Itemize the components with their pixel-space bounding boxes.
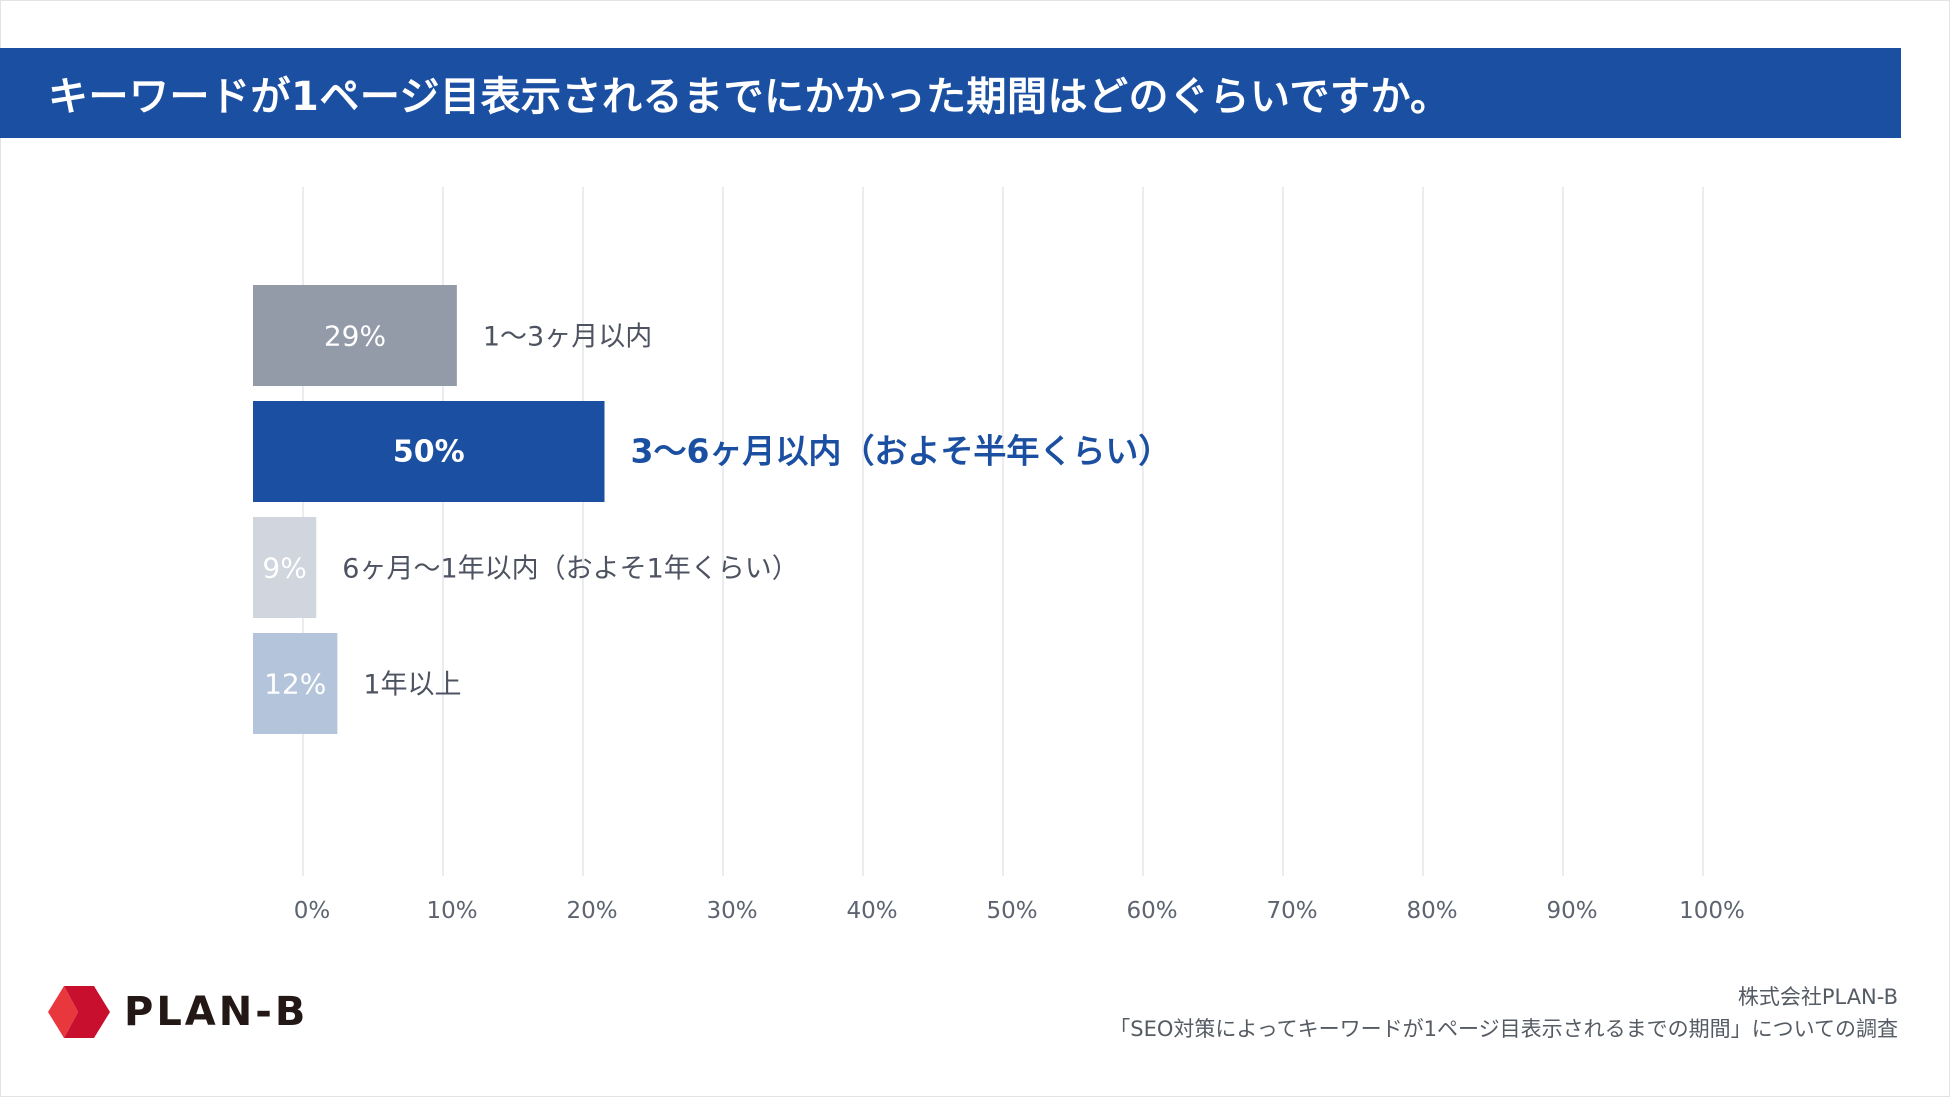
- bar: [253, 517, 317, 618]
- bar-category-label: 1年以上: [363, 670, 461, 701]
- bar: [253, 401, 605, 502]
- page-title: キーワードが1ページ目表示されるまでにかかった期間はどのぐらいですか。: [48, 74, 1451, 120]
- bar-category-label: 1〜3ヶ月以内: [483, 322, 652, 353]
- bar-category-label: 3〜6ヶ月以内（およそ半年くらい）: [631, 432, 1172, 471]
- x-tick-label: 100%: [1679, 898, 1745, 924]
- x-tick-label: 80%: [1406, 898, 1457, 924]
- x-tick-label: 50%: [986, 898, 1037, 924]
- x-tick-label: 90%: [1546, 898, 1597, 924]
- source-company: 株式会社PLAN-B: [1737, 985, 1898, 1009]
- x-tick-label: 60%: [1126, 898, 1177, 924]
- logo: PLAN-B: [48, 986, 308, 1038]
- title-banner: キーワードが1ページ目表示されるまでにかかった期間はどのぐらいですか。: [0, 48, 1901, 138]
- x-tick-label: 10%: [426, 898, 477, 924]
- source-note: 株式会社PLAN-B 「SEO対策によってキーワードが1ページ目表示されるまでの…: [1109, 982, 1898, 1046]
- bar: [253, 285, 457, 386]
- bar-value-label: 12%: [264, 668, 326, 701]
- bar: [253, 633, 338, 734]
- bar-category-label: 6ヶ月〜1年以内（およそ1年くらい）: [342, 554, 799, 585]
- x-tick-label: 40%: [846, 898, 897, 924]
- x-tick-label: 0%: [294, 898, 331, 924]
- plan-b-logo-icon: [48, 986, 110, 1038]
- x-tick-label: 30%: [706, 898, 757, 924]
- bar-value-label: 9%: [262, 552, 306, 585]
- source-survey: 「SEO対策によってキーワードが1ページ目表示されるまでの期間」についての調査: [1109, 1017, 1898, 1041]
- bar-value-label: 50%: [393, 435, 465, 470]
- x-tick-label: 20%: [566, 898, 617, 924]
- logo-text: PLAN-B: [124, 989, 309, 1035]
- bar-value-label: 29%: [324, 320, 386, 353]
- x-tick-label: 70%: [1266, 898, 1317, 924]
